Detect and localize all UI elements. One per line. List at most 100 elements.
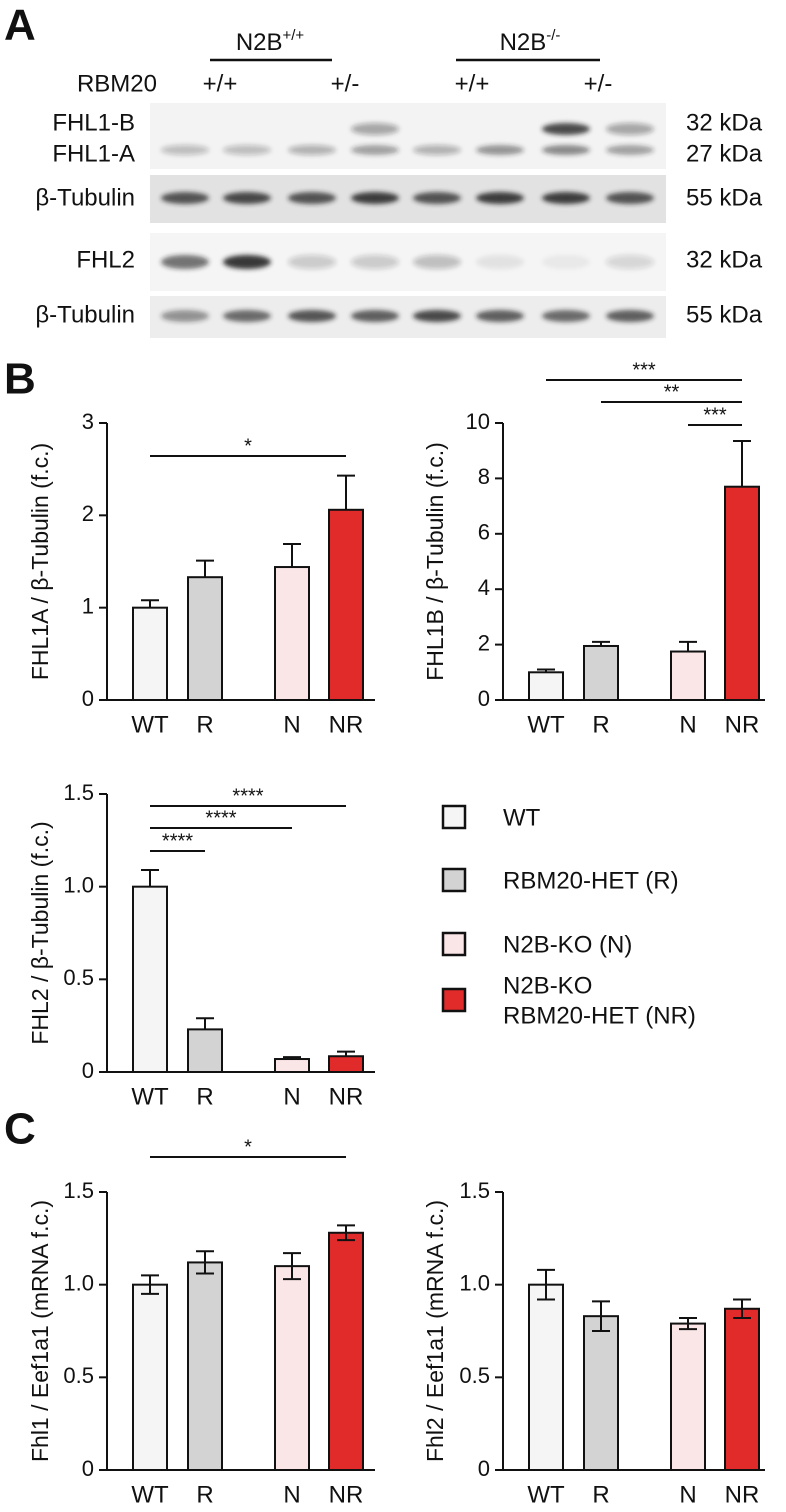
band [161, 255, 209, 269]
bar [132, 1283, 168, 1471]
error-bar [592, 640, 610, 646]
bar [328, 1231, 364, 1471]
error-bar [337, 1224, 355, 1242]
x-tick-label: R [592, 711, 609, 738]
panel-label: B [4, 355, 36, 404]
y-tick-label: 2 [478, 630, 490, 655]
bar [670, 1322, 706, 1471]
bar [328, 508, 364, 701]
panel-label: A [4, 1, 36, 50]
band [542, 123, 590, 135]
legend-label: N2B-KO (N) [503, 931, 632, 958]
legend-swatch [441, 987, 467, 1013]
legend-label: N2B-KO [503, 972, 592, 999]
significance-label: **** [162, 830, 193, 852]
significance-label: **** [205, 807, 236, 829]
band [476, 192, 524, 204]
error-bar [337, 1050, 355, 1057]
row-label: β-Tubulin [35, 184, 135, 211]
band [351, 192, 399, 204]
band [351, 255, 399, 269]
error-bar [196, 1017, 214, 1030]
x-tick-label: R [196, 1083, 213, 1110]
y-tick-label: 1.5 [63, 780, 94, 805]
y-tick-label: 0 [82, 1058, 94, 1083]
group-header: N2B+/+ [236, 27, 305, 56]
error-bar [337, 474, 355, 510]
band [351, 310, 399, 322]
blot-image [150, 103, 666, 169]
y-tick-label: 8 [478, 464, 490, 489]
band [476, 310, 524, 322]
error-bar [196, 1250, 214, 1275]
band [223, 145, 271, 155]
error-bar [733, 440, 751, 487]
row-label: β-Tubulin [35, 301, 135, 328]
band [161, 310, 209, 322]
band [288, 310, 336, 322]
row-label: FHL2 [76, 246, 135, 273]
bar [670, 650, 706, 702]
legend-swatch [441, 867, 467, 893]
band [351, 145, 399, 155]
y-tick-label: 1.0 [63, 872, 94, 897]
band [223, 255, 271, 269]
y-tick-label: 1.0 [63, 1270, 94, 1295]
band [351, 123, 399, 135]
bar [132, 606, 168, 702]
y-tick-label: 1 [82, 593, 94, 618]
lane-label: +/+ [455, 70, 490, 97]
bar [528, 671, 564, 701]
group-name: N2B [500, 29, 547, 56]
panel-label: C [4, 1105, 36, 1154]
bar [187, 1028, 223, 1073]
bar [274, 1265, 310, 1471]
group-genotype: +/+ [283, 27, 305, 44]
y-axis-label: Fhl2 / Eef1a1 (mRNA f.c.) [422, 1200, 448, 1462]
error-bar [733, 1298, 751, 1320]
significance-label: **** [232, 785, 263, 807]
band [413, 192, 461, 204]
band [606, 310, 654, 322]
band [413, 310, 461, 322]
y-tick-label: 4 [478, 575, 490, 600]
bar [583, 644, 619, 701]
significance-label: *** [703, 404, 727, 426]
y-tick-label: 6 [478, 520, 490, 545]
x-tick-label: NR [329, 711, 364, 738]
lane-label: +/- [584, 70, 613, 97]
band [606, 255, 654, 269]
x-tick-label: NR [725, 711, 760, 738]
significance-label: * [244, 1136, 252, 1158]
size-label: 55 kDa [686, 184, 763, 211]
y-tick-label: 0 [82, 1456, 94, 1481]
lane-label: +/+ [203, 70, 238, 97]
error-bar [196, 559, 214, 578]
y-tick-label: 0.5 [63, 1363, 94, 1388]
group-name: N2B [236, 29, 283, 56]
y-tick-label: 0.5 [63, 965, 94, 990]
band [606, 145, 654, 155]
lane-label: +/- [331, 70, 360, 97]
legend-label: RBM20-HET (NR) [503, 1002, 696, 1029]
x-tick-label: N [679, 711, 696, 738]
bar [328, 1055, 364, 1074]
band [223, 310, 271, 322]
band [413, 255, 461, 269]
group-header: N2B-/- [500, 27, 561, 56]
y-tick-label: 0 [82, 686, 94, 711]
band [476, 145, 524, 155]
error-bar [283, 1056, 301, 1060]
x-tick-label: N [679, 1481, 696, 1508]
error-bar [592, 1300, 610, 1332]
row-header: RBM20 [77, 70, 157, 97]
y-tick-label: 0.5 [459, 1363, 490, 1388]
band [288, 145, 336, 155]
bar [132, 885, 168, 1074]
bar [274, 1058, 310, 1073]
bar [724, 1307, 760, 1472]
band [542, 192, 590, 204]
size-label: 32 kDa [686, 246, 763, 273]
row-label: FHL1-A [52, 140, 135, 167]
x-tick-label: R [592, 1481, 609, 1508]
